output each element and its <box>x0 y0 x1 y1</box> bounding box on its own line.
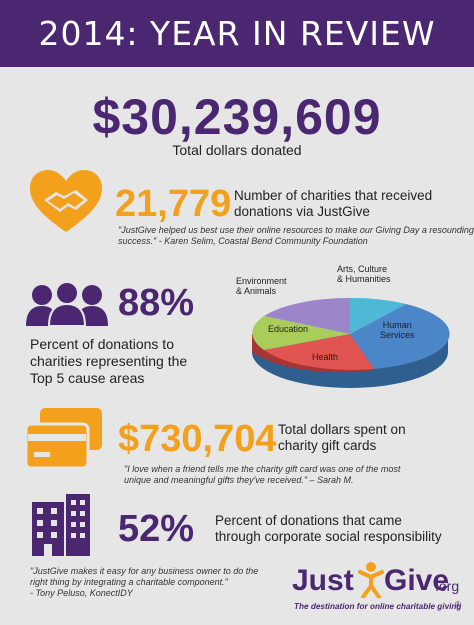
logo-just: Just <box>292 564 354 597</box>
handshake-heart-icon <box>30 170 102 232</box>
pie-label-human-line1: Human <box>382 320 412 330</box>
justgive-logo[interactable]: Just Give .org The destination for onlin… <box>292 562 467 622</box>
giftcards-quote-line2: unique and meaningful gifts they've rece… <box>124 475 354 485</box>
pie-label-arts-line2: & Humanities <box>337 274 391 284</box>
pie-label-environment-line1: Environment <box>236 276 287 286</box>
pie-label-human-line2: Services <box>380 330 415 340</box>
pie-slice-health <box>264 334 374 370</box>
charities-count-value: 21,779 <box>115 183 232 225</box>
charities-description: Number of charities that received donati… <box>234 188 432 220</box>
office-buildings-icon <box>32 494 90 556</box>
pie-slice-environment <box>264 297 350 334</box>
logo-give: Give <box>384 564 450 597</box>
pie-label-human-services: Human Services <box>380 320 415 340</box>
giftcards-value: $730,704 <box>118 418 277 460</box>
total-donated-caption: Total dollars donated <box>172 142 302 158</box>
charities-desc-line2: donations via JustGive <box>234 204 370 219</box>
corporate-description: Percent of donations that came through c… <box>215 513 442 545</box>
header-banner: 2014: YEAR IN REVIEW <box>0 0 474 67</box>
page-title: 2014: YEAR IN REVIEW <box>38 14 436 53</box>
charities-desc-line1: Number of charities that received <box>234 188 433 203</box>
giftcards-desc-line1: Total dollars spent on <box>278 422 406 437</box>
pie-label-education: Education <box>268 324 309 334</box>
charities-quote-line2: success." - Karen Selim, Coastal Bend Co… <box>118 236 368 246</box>
logo-tagline: The destination for online charitable gi… <box>294 602 462 611</box>
pie-slice-education <box>252 316 350 350</box>
corporate-desc-line2: through corporate social responsibility <box>215 529 442 544</box>
giftcards-quote: "I love when a friend tells me the chari… <box>124 464 400 486</box>
charities-quote: "JustGive helped us best use their onlin… <box>118 225 474 247</box>
top5-desc-line1: Percent of donations to <box>30 336 174 352</box>
jumping-person-icon <box>358 562 384 598</box>
logo-org: .org <box>435 578 460 594</box>
pie-label-arts-line1: Arts, Culture <box>337 264 388 274</box>
top5-percent-value: 88% <box>118 282 195 324</box>
pie-label-health: Health <box>312 352 339 362</box>
giftcards-description: Total dollars spent on charity gift card… <box>278 422 406 454</box>
pie-label-arts: Arts, Culture & Humanities <box>337 264 391 284</box>
corporate-quote-line1: "JustGive makes it easy for any business… <box>30 566 259 576</box>
pie-label-environment: Environment & Animals <box>236 276 287 296</box>
corporate-quote: "JustGive makes it easy for any business… <box>30 566 258 599</box>
top5-desc-line2: charities representing the <box>30 353 188 369</box>
charities-quote-line1: "JustGive helped us best use their onlin… <box>118 225 474 235</box>
corporate-quote-line2: right thing by integrating a charitable … <box>30 577 228 587</box>
top5-desc-line3: Top 5 cause areas <box>30 370 145 386</box>
top5-description: Percent of donations to charities repres… <box>30 336 187 387</box>
pie-label-environment-line2: & Animals <box>236 286 277 296</box>
credit-card-icon <box>26 408 102 470</box>
giftcards-quote-line1: "I love when a friend tells me the chari… <box>124 464 401 474</box>
total-donated-value: $30,239,609 <box>92 89 382 145</box>
giftcards-desc-line2: charity gift cards <box>278 438 377 453</box>
people-group-icon <box>26 282 108 326</box>
cause-areas-pie-chart <box>252 297 450 388</box>
corporate-desc-line1: Percent of donations that came <box>215 513 402 528</box>
pie-slice-arts <box>350 297 406 334</box>
corporate-percent-value: 52% <box>118 508 195 550</box>
logo-registered-mark: ® <box>455 600 461 609</box>
corporate-quote-line3: - Tony Peluso, KonectIDY <box>30 588 133 598</box>
pie-slice-human-services <box>350 304 450 369</box>
